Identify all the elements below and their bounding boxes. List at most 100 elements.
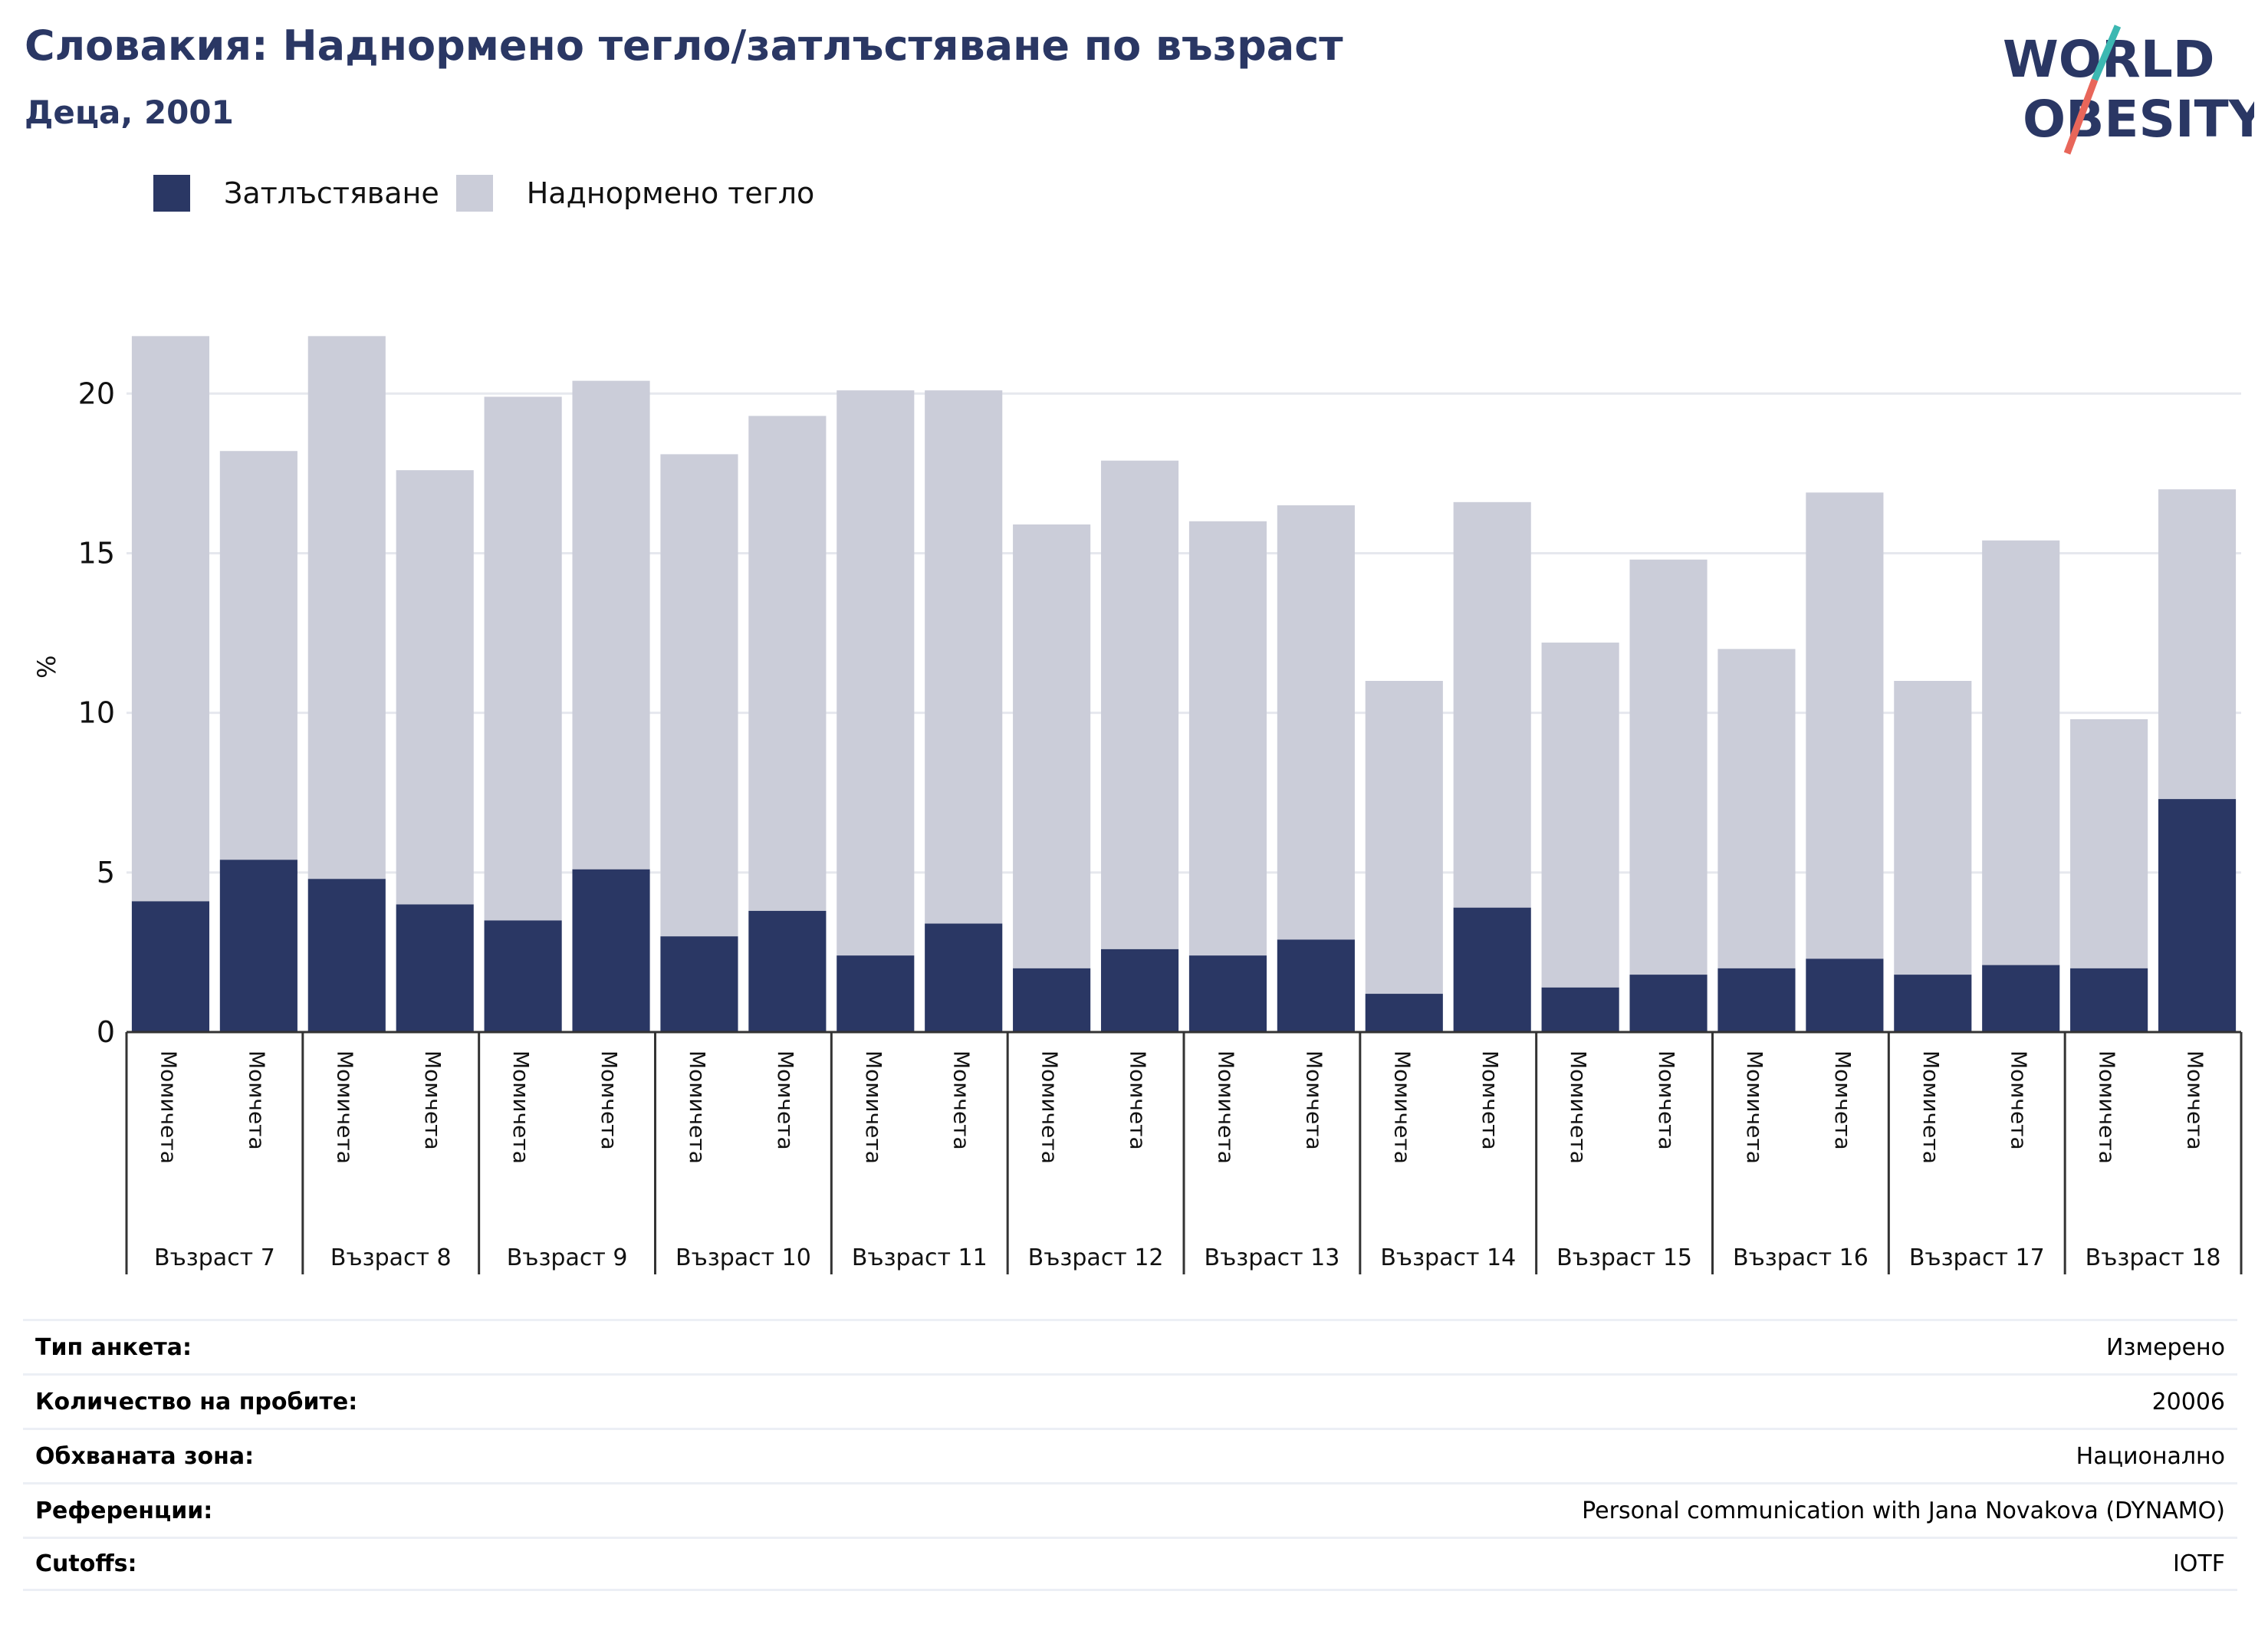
meta-value: 20006 [2151,1388,2225,1415]
x-subcategory-label: Момичета [1918,1050,1944,1164]
x-subcategory-label: Момичета [1213,1050,1238,1164]
bars [131,336,2237,1032]
meta-value: Personal communication with Jana Novakov… [1582,1497,2225,1524]
logo-slash-bottom [2063,78,2099,155]
x-group-label: Възраст 17 [1909,1244,2045,1271]
x-group-label: Възраст 13 [1204,1244,1339,1271]
bar-overweight [1365,681,1443,995]
bar-obesity [2070,968,2148,1032]
x-group-label: Възраст 16 [1733,1244,1869,1271]
x-subcategory-label: Момчета [1654,1050,1679,1150]
y-tick-label: 20 [78,376,115,410]
legend-label-overweight: Наднормено тегло [526,176,815,210]
bar-obesity [837,955,915,1032]
x-subcategory-label: Момичета [1389,1050,1415,1164]
bar-obesity [484,920,562,1032]
x-subcategory-label: Момчета [1126,1050,1151,1150]
axes: 0 5 10 15 20% Момичета Момчета Момичета Момчета М… [32,376,2243,1274]
bar-overweight [1806,492,1884,959]
bar-overweight [2070,718,2148,968]
x-group-label: Възраст 18 [2086,1244,2221,1271]
y-tick-label: 15 [78,536,115,570]
x-subcategory-label: Момичета [1037,1050,1063,1164]
bar-obesity [1188,955,1267,1032]
bar-obesity [1982,965,2060,1032]
bar-obesity [219,860,297,1032]
bar-obesity [1013,968,1091,1032]
bar-overweight [1100,460,1179,949]
bar-overweight [1188,521,1267,956]
x-subcategory-label: Момчета [1830,1050,1855,1150]
x-subcategory-label: Момчета [1477,1050,1503,1150]
meta-value: Национално [2076,1442,2225,1470]
x-subcategory-label: Момичета [332,1050,357,1164]
bar-obesity [572,869,650,1032]
x-group-label: Възраст 10 [675,1244,811,1271]
logo-slash-top [2091,25,2122,81]
legend-swatch-obesity [153,175,190,212]
bar-overweight [1717,649,1796,968]
x-group-label: Възраст 12 [1028,1244,1164,1271]
bar-obesity [1277,939,1355,1032]
gridlines [127,392,2241,874]
x-group-label: Възраст 7 [154,1244,275,1271]
legend-swatch-overweight [455,175,493,212]
bar-overweight [1541,643,1619,988]
bar-obesity [1100,949,1179,1032]
x-subcategory-label: Момчета [2007,1050,2032,1150]
x-group-label: Възраст 9 [507,1244,628,1271]
bar-obesity [396,904,474,1032]
meta-label: Обхваната зона: [35,1442,255,1470]
y-tick-label: 5 [97,856,115,889]
x-subcategory-label: Момичета [1742,1050,1767,1164]
bar-obesity [131,901,210,1032]
y-tick-label: 10 [78,696,115,730]
meta-row: Тип анкета: Измерено [23,1319,2237,1373]
bar-obesity [1541,987,1619,1032]
bar-overweight [572,380,650,870]
x-subcategory-label: Момичета [508,1050,534,1164]
meta-label: Количество на пробите: [35,1388,358,1415]
meta-value: Измерено [2106,1333,2225,1361]
bar-obesity [748,910,827,1032]
x-subcategory-label: Момичета [1566,1050,1591,1164]
legend-label-obesity: Затлъстяване [224,176,439,210]
legend: Затлъстяване Наднормено тегло [153,175,831,212]
meta-row: Cutoffs: IOTF [23,1537,2237,1591]
x-subcategory-label: Момчета [949,1050,975,1150]
x-group-label: Възраст 11 [852,1244,988,1271]
x-subcategory-label: Момичета [685,1050,710,1164]
x-subcategory-label: Момчета [420,1050,445,1150]
bar-overweight [1894,681,1972,975]
meta-value: IOTF [2172,1550,2225,1577]
x-subcategory-label: Момичета [861,1050,886,1164]
bar-obesity [1894,975,1972,1032]
stacked-bar-chart: 0 5 10 15 20% Момичета Момчета Момичета Момчета М… [32,336,2243,1274]
world-obesity-logo: WORLD OBESITY [2003,25,2254,155]
y-tick-label: 0 [97,1015,115,1049]
chart-subtitle: Деца, 2001 [25,94,234,131]
logo-line2: OBESITY [2023,90,2254,149]
meta-row: Референции: Personal communication with … [23,1482,2237,1537]
bar-overweight [2158,489,2237,800]
bar-overweight [1277,505,1355,940]
bar-obesity [1629,975,1708,1032]
x-subcategory-label: Момчета [1301,1050,1326,1150]
x-subcategory-label: Момчета [773,1050,798,1150]
x-group-label: Възраст 8 [330,1244,452,1271]
bar-overweight [748,416,827,911]
bar-obesity [1806,958,1884,1032]
y-axis-label: % [32,655,61,678]
x-subcategory-label: Момчета [597,1050,622,1150]
bar-overweight [1982,540,2060,965]
bar-overweight [219,451,297,860]
meta-row: Количество на пробите: 20006 [23,1373,2237,1428]
bar-obesity [1453,907,1531,1032]
bar-overweight [131,336,210,902]
bar-overweight [307,336,386,879]
bar-obesity [660,936,738,1032]
legend-item-obesity: Затлъстяване [153,175,439,212]
bar-overweight [484,396,562,921]
bar-obesity [1365,994,1443,1032]
bar-overweight [1629,559,1708,975]
